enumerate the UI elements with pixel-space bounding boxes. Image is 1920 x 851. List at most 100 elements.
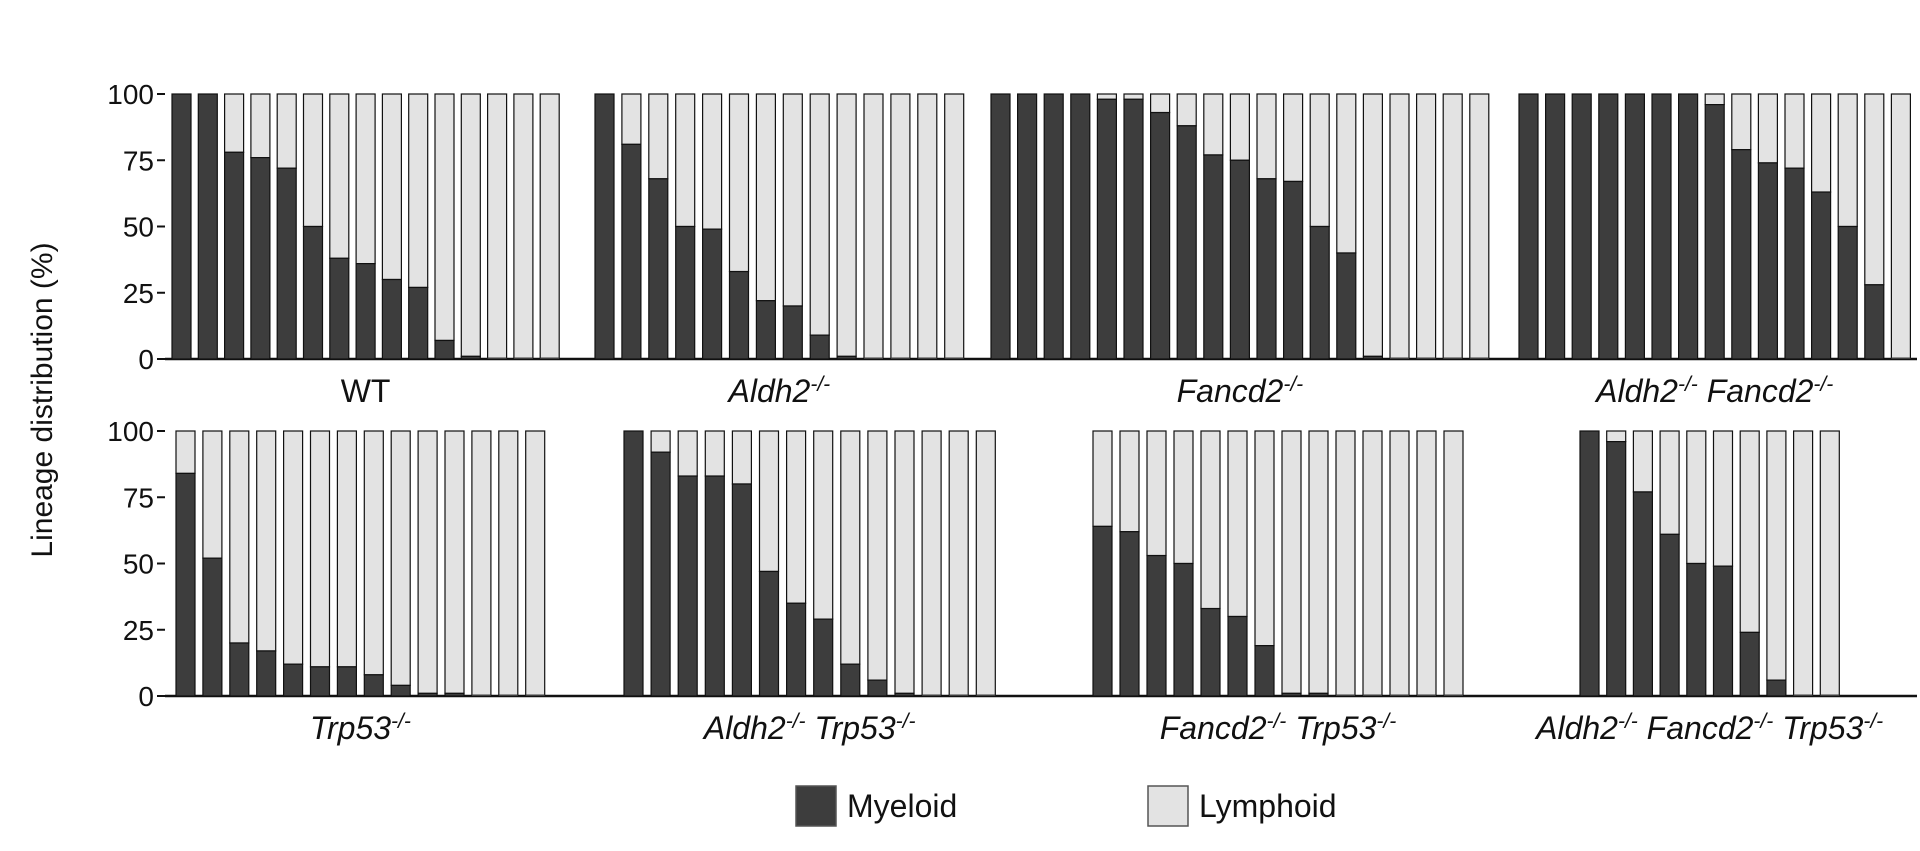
myeloid-bar xyxy=(1282,180,1304,360)
myeloid-bar xyxy=(1254,645,1275,697)
myeloid-bar xyxy=(785,602,807,697)
lymphoid-bar xyxy=(1864,93,1885,286)
group-label-gene: Aldh2 xyxy=(727,373,811,409)
group-label: Fancd2-/- xyxy=(1177,373,1304,410)
group-label-gene: Trp53 xyxy=(1773,710,1863,746)
myeloid-bar xyxy=(1624,93,1646,360)
myeloid-bar xyxy=(460,355,481,360)
lymphoid-bar xyxy=(1704,93,1725,106)
myeloid-bar xyxy=(704,475,725,697)
myeloid-bar xyxy=(1784,167,1805,360)
group-label-gene: Aldh2 xyxy=(1534,710,1618,746)
lymphoid-bar xyxy=(840,430,861,665)
lymphoid-bar xyxy=(944,93,965,360)
lymphoid-bar xyxy=(229,430,250,644)
lymphoid-bar xyxy=(1389,93,1410,360)
myeloid-bar xyxy=(1203,154,1224,360)
lymphoid-bar xyxy=(1792,430,1814,697)
bar-group-2: Fancd2-/- xyxy=(990,93,1490,410)
group-label-gene: Fancd2 xyxy=(1638,710,1754,746)
lymphoid-bar xyxy=(1766,430,1787,681)
myeloid-bar xyxy=(1651,93,1672,360)
lymphoid-bar xyxy=(813,430,834,620)
myeloid-bar xyxy=(701,228,723,360)
myeloid-bar xyxy=(1444,694,1463,696)
group-label-genotype: -/- xyxy=(786,710,806,733)
legend-label-lymphoid: Lymphoid xyxy=(1199,788,1337,824)
myeloid-bar xyxy=(444,692,465,697)
group-label-genotype: -/- xyxy=(1376,710,1396,733)
lymphoid-bar xyxy=(1096,93,1118,100)
lymphoid-bar xyxy=(1308,430,1329,694)
lymphoid-bar xyxy=(1442,93,1463,360)
myeloid-bar xyxy=(525,694,545,696)
lymphoid-bar xyxy=(513,93,534,360)
lymphoid-bar xyxy=(1176,93,1197,127)
myeloid-bar xyxy=(1176,125,1197,360)
myeloid-bar xyxy=(355,263,376,360)
lymphoid-bar xyxy=(309,430,331,668)
myeloid-bar xyxy=(650,451,671,697)
myeloid-bar xyxy=(1336,694,1355,696)
group-label-genotype: -/- xyxy=(1266,710,1286,733)
lymphoid-bar xyxy=(202,430,223,559)
myeloid-bar xyxy=(250,157,271,360)
lymphoid-bar xyxy=(390,430,411,686)
myeloid-bar xyxy=(276,167,297,360)
legend-swatch-lymphoid xyxy=(1147,785,1189,827)
myeloid-bar xyxy=(1571,93,1592,360)
lymphoid-bar xyxy=(487,93,508,360)
myeloid-bar xyxy=(1731,149,1752,360)
group-label-gene: WT xyxy=(341,373,391,409)
group-label: Aldh2-/- xyxy=(727,373,831,410)
myeloid-bar xyxy=(1837,225,1858,360)
myeloid-bar xyxy=(1173,562,1194,697)
lymphoid-bar xyxy=(1282,93,1304,183)
group-label-genotype: -/- xyxy=(1813,373,1833,396)
myeloid-bar xyxy=(171,93,192,360)
myeloid-bar xyxy=(224,151,245,360)
lymphoid-bar xyxy=(1712,430,1734,567)
lymphoid-bar xyxy=(785,430,807,604)
lymphoid-bar xyxy=(921,430,942,697)
group-label-gene: Trp53 xyxy=(806,710,896,746)
myeloid-bar xyxy=(1092,525,1113,697)
lymphoid-bar xyxy=(1443,430,1464,697)
lymphoid-bar xyxy=(1731,93,1752,151)
myeloid-bar xyxy=(1119,531,1140,697)
group-label: WT xyxy=(341,373,391,409)
myeloid-bar xyxy=(621,143,642,360)
myeloid-bar xyxy=(917,357,937,359)
lymphoid-bar xyxy=(1837,93,1858,228)
myeloid-bar xyxy=(1096,98,1118,360)
myeloid-bar xyxy=(498,694,518,696)
myeloid-bar xyxy=(1686,562,1707,697)
myeloid-bar xyxy=(1146,554,1167,697)
myeloid-bar xyxy=(1362,355,1384,360)
group-label-genotype: -/- xyxy=(1618,710,1638,733)
group-label-gene: Aldh2 xyxy=(1594,373,1678,409)
group-label-genotype: -/- xyxy=(1283,373,1303,396)
lymphoid-bar xyxy=(1123,93,1144,100)
legend-label-myeloid: Myeloid xyxy=(847,788,957,824)
y-tick-label: 50 xyxy=(123,549,154,580)
myeloid-bar xyxy=(408,286,429,360)
group-label-gene: Fancd2 xyxy=(1160,710,1267,746)
lymphoid-bar xyxy=(1200,430,1221,610)
myeloid-bar xyxy=(1229,159,1251,360)
y-tick-label: 100 xyxy=(107,79,154,110)
lymphoid-bar xyxy=(648,93,669,180)
myeloid-bar xyxy=(1579,430,1600,697)
myeloid-bar xyxy=(1390,357,1409,359)
group-label-gene: Aldh2 xyxy=(702,710,786,746)
myeloid-bar xyxy=(256,650,277,697)
lymphoid-bar xyxy=(434,93,455,342)
lymphoid-bar xyxy=(283,430,304,665)
lymphoid-bar xyxy=(890,93,911,360)
lymphoid-bar xyxy=(894,430,915,694)
myeloid-bar xyxy=(540,357,560,359)
lymphoid-bar xyxy=(1254,430,1275,647)
y-tick-label: 25 xyxy=(123,615,154,646)
